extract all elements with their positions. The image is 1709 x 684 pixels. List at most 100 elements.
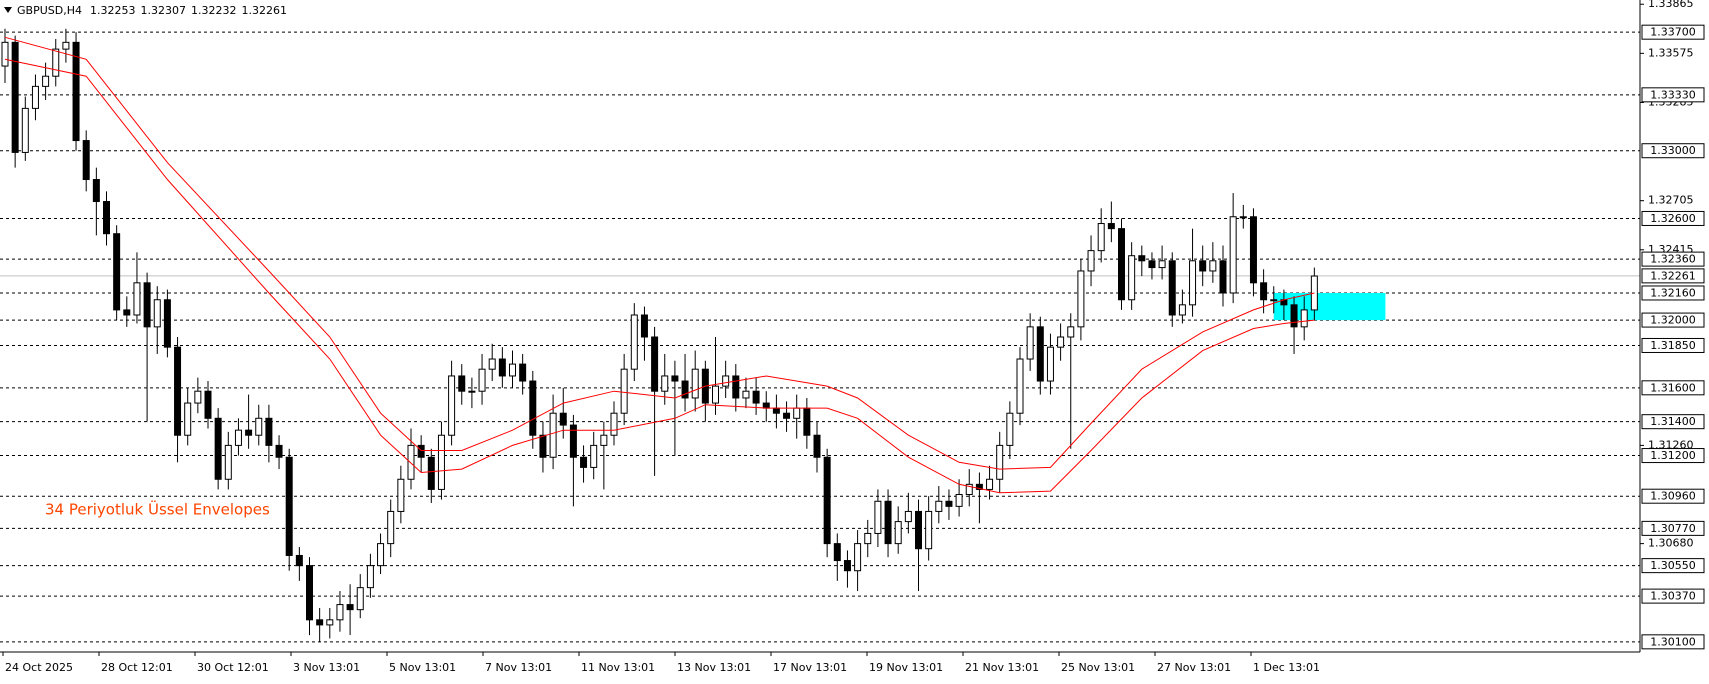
candle-body-up (620, 368, 628, 414)
candle-body-down (945, 500, 953, 507)
annotation: 34 Periyotluk Üssel Envelopes (45, 500, 270, 519)
candle-body-up (255, 417, 263, 436)
candle-body-up (986, 478, 994, 490)
candle-body-up (42, 75, 50, 87)
x-tick-label: 19 Nov 13:01 (869, 661, 943, 674)
candle-body-up (407, 444, 415, 480)
x-tick-label: 13 Nov 13:01 (677, 661, 751, 674)
candle-body-up (52, 48, 60, 77)
candle-body-up (1087, 250, 1095, 272)
x-tick-label: 25 Nov 13:01 (1061, 661, 1135, 674)
candle-body-up (1097, 223, 1105, 252)
candle-body-down (214, 417, 222, 480)
candle-body-up (224, 444, 232, 480)
y-tick-label: 1.33575 (1648, 46, 1694, 59)
candle-body-down (1249, 216, 1257, 284)
candle-body-down (1219, 260, 1227, 294)
level-label-box (1641, 558, 1705, 574)
time-axis-bg (0, 652, 1640, 684)
candle-body-up (184, 402, 192, 436)
candle-body-up (1, 41, 9, 67)
candle-body-up (1189, 260, 1197, 306)
candle-body-down (813, 434, 821, 458)
candle-body-up (1270, 299, 1278, 302)
level-label: 1.30550 (1650, 559, 1696, 572)
candle-body-down (427, 456, 435, 490)
candle-body-down (640, 314, 648, 338)
candle-body-up (610, 412, 618, 436)
level-label: 1.31400 (1650, 415, 1696, 428)
candle-body-down (498, 358, 506, 377)
level-label-box (1641, 448, 1705, 464)
zone (1273, 292, 1386, 321)
candle-body-up (590, 444, 598, 468)
level-label: 1.33330 (1650, 88, 1696, 101)
candle-body-down (417, 444, 425, 458)
candle-body-up (448, 375, 456, 436)
candle-body-down (1138, 255, 1146, 262)
level-label: 1.31850 (1650, 339, 1696, 352)
candle-body-up (864, 532, 872, 545)
candle-body-up (600, 434, 608, 446)
candle-body-down (843, 560, 851, 572)
candle-body-up (691, 368, 699, 399)
candle-body-up (377, 543, 385, 567)
candle-body-down (123, 309, 131, 316)
level-label: 1.32000 (1650, 314, 1696, 327)
candle-body-down (103, 201, 110, 235)
level-label-box (1641, 380, 1705, 396)
candle-body-up (630, 314, 638, 370)
candle-body-up (62, 41, 70, 50)
candle-body-down (1199, 260, 1207, 272)
level-label: 1.33700 (1650, 26, 1696, 39)
chart-header: GBPUSD,H4 1.32253 1.32307 1.32232 1.32261 (17, 4, 287, 17)
candle-body-down (539, 434, 547, 458)
candle-body-up (366, 565, 374, 589)
candle-body-down (1260, 282, 1268, 301)
candle-body-down (1290, 304, 1298, 328)
candle-body-up (194, 390, 202, 404)
y-tick-label: 1.33865 (1648, 0, 1694, 10)
candle-body-down (1118, 228, 1125, 301)
quote-high: 1.32307 (140, 4, 186, 17)
candle-body-up (31, 85, 39, 109)
x-tick-label: 5 Nov 13:01 (389, 661, 456, 674)
candle-body-down (316, 619, 324, 626)
candle-body-up (722, 375, 730, 387)
quote-close: 1.32261 (241, 4, 287, 17)
candle-body-up (874, 500, 882, 534)
candle-body-up (1026, 326, 1034, 360)
candle-body-down (92, 179, 100, 203)
candle-body-down (1036, 326, 1044, 382)
candle-body-down (82, 140, 90, 181)
quote-low: 1.32232 (191, 4, 237, 17)
level-label-box (1641, 24, 1705, 40)
level-label: 1.32360 (1650, 253, 1696, 266)
candle-body-up (478, 368, 486, 392)
candle-body-down (1107, 223, 1115, 230)
candle-body-down (295, 554, 303, 567)
candle-body-up (356, 587, 364, 611)
candle-body-up (904, 510, 912, 523)
candle-body-up (549, 412, 557, 458)
candle-body-up (1300, 309, 1308, 328)
candle-body-up (468, 390, 476, 393)
candle-body-down (143, 282, 151, 328)
candle-body-down (11, 41, 19, 153)
candle-body-down (113, 233, 121, 311)
menu-triangle (4, 7, 12, 13)
current-price-label-box (1641, 268, 1705, 284)
level-label-box (1641, 87, 1705, 103)
level-label: 1.30370 (1650, 590, 1696, 603)
level-label-box (1641, 285, 1705, 301)
candle-body-down (285, 456, 293, 556)
candle-body-down (346, 604, 354, 611)
candle-body-down (752, 390, 760, 404)
level-label: 1.30770 (1650, 522, 1696, 535)
candle-body-down (651, 336, 659, 392)
candle-body-up (894, 521, 902, 545)
candle-body-up (1178, 304, 1186, 316)
level-label-box (1641, 634, 1705, 650)
